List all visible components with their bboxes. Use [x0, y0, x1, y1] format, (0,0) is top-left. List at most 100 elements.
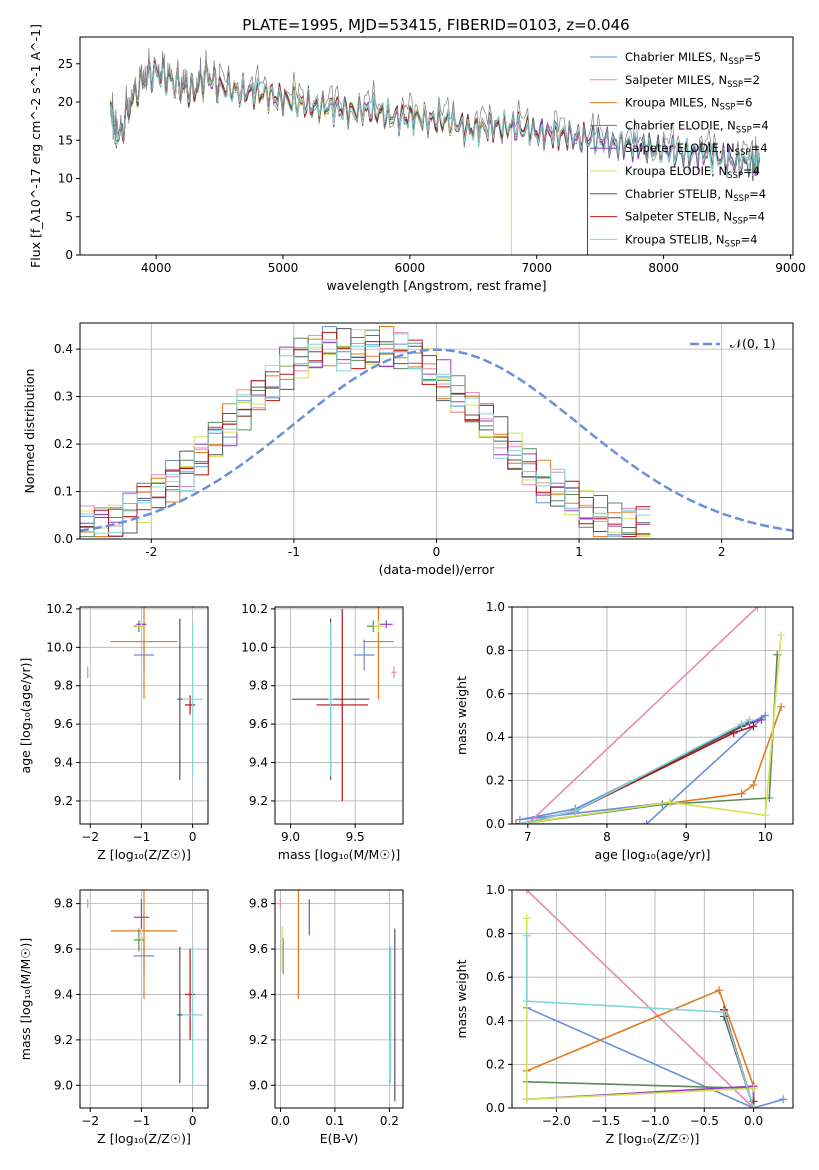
mass-vs-ebv-panel: 0.0 0.1 0.2 9.0 9.2 9.4 9.6 9.8 E(B-V) [249, 889, 404, 1146]
x-tick-label: 1 [575, 545, 583, 559]
mass-weight-line [527, 607, 758, 824]
x-tick-label: 7 [524, 830, 532, 844]
legend-count: =4 [752, 118, 769, 132]
x-tick-label: 9.0 [281, 830, 300, 844]
y-tick-label: 0.8 [486, 927, 505, 941]
x-tick-label: −1 [133, 1114, 151, 1128]
mass-weight-marker [729, 728, 738, 737]
y-tick-label: 0.6 [486, 687, 505, 701]
axes-frame [274, 606, 404, 825]
mass-weight-line [526, 1006, 784, 1108]
x-axis-label: Z [log₁₀(Z/Z☉)] [97, 847, 191, 862]
y-tick-label: 0.1 [54, 485, 73, 499]
x-tick-label: 0 [189, 830, 197, 844]
mass-weight-marker [777, 702, 786, 711]
legend-count: =4 [749, 187, 766, 201]
y-tick-label: 9.8 [249, 897, 268, 911]
x-tick-label: 5000 [268, 261, 299, 275]
x-tick-label: 2 [718, 545, 726, 559]
y-tick-label: 10.0 [46, 640, 73, 654]
y-tick-label: 0.2 [486, 1057, 505, 1071]
x-tick-label: 0 [433, 545, 441, 559]
legend-label: Chabrier ELODIE, NSSP=4 [625, 118, 769, 135]
mass-weight-marker [757, 715, 766, 724]
legend-subscript: SSP [727, 171, 743, 181]
histogram-step [80, 333, 651, 537]
axes-frame [511, 889, 794, 1109]
legend-subscript: SSP [733, 194, 749, 204]
y-tick-label: 0.3 [54, 390, 73, 404]
x-tick-label: −0.5 [690, 1114, 719, 1128]
mass-weight-marker [761, 711, 770, 720]
mass-weight-vs-age-panel: 7 8 9 10 0.0 0.2 0.4 0.6 0.8 1.0 age [log₁₀(age/yr… [454, 600, 794, 862]
y-tick-label: 10.2 [241, 602, 268, 616]
x-axis-label: Z [log₁₀(Z/Z☉)] [97, 1131, 191, 1146]
mass-weight-marker [515, 820, 524, 824]
mass-weight-marker [666, 798, 675, 807]
y-tick-label: 0.8 [486, 643, 505, 657]
y-tick-label: 9.2 [249, 794, 268, 808]
mass-weight-marker [522, 1095, 531, 1104]
y-tick-label: 9.8 [54, 679, 73, 693]
mass-weight-marker [719, 1008, 728, 1017]
legend-label: Salpeter ELODIE, NSSP=4 [625, 141, 768, 158]
mass-vs-z-panel: −2 −1 0 9.0 9.2 9.4 9.6 9.8 Z [log₁₀(Z/Z☉)] mass … [18, 889, 209, 1146]
spectrum-panel: 4000 5000 6000 7000 8000 9000 0 5 10 15 20 25 wavele… [28, 24, 806, 293]
y-tick-label: 9.2 [249, 1033, 268, 1047]
y-tick-label: 10.0 [241, 640, 268, 654]
mass-weight-marker [522, 931, 531, 940]
y-tick-label: 9.4 [249, 987, 268, 1001]
y-tick-label: 9.8 [54, 897, 73, 911]
mass-weight-line [519, 635, 782, 824]
legend-label: Salpeter STELIB, NSSP=4 [625, 210, 765, 227]
x-axis-label: E(B-V) [320, 1131, 359, 1146]
mass-weight-marker [749, 722, 758, 731]
legend-count: =5 [744, 50, 761, 64]
x-axis-label: (data-model)/error [379, 562, 496, 577]
x-axis-label: wavelength [Angstrom, rest frame] [326, 278, 546, 293]
age-vs-z-panel: −2 −1 0 9.2 9.4 9.6 9.8 10.0 10.2 Z [log₁₀(Z/Z☉)]… [18, 602, 209, 862]
model-spectrum-line [109, 58, 512, 255]
y-tick-label: 9.0 [54, 1078, 73, 1092]
y-tick-label: 0.6 [486, 970, 505, 984]
y-tick-label: 9.6 [54, 717, 73, 731]
age-vs-mass-panel: 9.0 9.5 9.2 9.4 9.6 9.8 10.0 10.2 mass [log₁₀(M/… [241, 602, 404, 862]
legend-count: =2 [743, 73, 760, 87]
legend-label: Kroupa STELIB, NSSP=4 [625, 232, 757, 249]
legend-subscript: SSP [720, 103, 736, 113]
legend-label: Kroupa ELODIE, NSSP=4 [625, 164, 760, 181]
y-tick-label: 10.2 [46, 602, 73, 616]
y-tick-label: 0.0 [486, 817, 505, 831]
x-axis-label: Z [log₁₀(Z/Z☉)] [606, 1131, 700, 1146]
y-axis-label: mass [log₁₀(M/M☉)] [18, 938, 33, 1060]
y-tick-label: 9.6 [249, 717, 268, 731]
legend-count: =4 [748, 210, 765, 224]
mass-weight-marker [777, 631, 786, 640]
legend-subscript: SSP [727, 80, 743, 90]
axes-frame [79, 322, 794, 540]
axes-frame [79, 889, 209, 1109]
legend-subscript: SSP [736, 125, 752, 135]
axes-frame [79, 36, 794, 256]
x-tick-label: 0.1 [325, 1114, 344, 1128]
y-axis-label: mass weight [454, 959, 469, 1038]
y-tick-label: 9.2 [54, 794, 73, 808]
axes-frame [79, 606, 209, 825]
mass-weight-line [526, 935, 755, 1108]
y-tick-label: 9.0 [249, 1078, 268, 1092]
y-tick-label: 25 [58, 57, 73, 71]
mass-weight-marker [761, 811, 770, 820]
histogram-step [80, 331, 651, 538]
y-tick-label: 9.2 [54, 1033, 73, 1047]
x-tick-label: 9.5 [346, 830, 365, 844]
x-tick-label: 10 [758, 830, 773, 844]
legend-subscript: SSP [735, 148, 751, 158]
mass-weight-marker [737, 789, 746, 798]
x-tick-label: 0.0 [744, 1114, 763, 1128]
mass-weight-marker [642, 820, 651, 824]
mass-weight-marker [512, 820, 520, 824]
mass-weight-marker [571, 806, 580, 815]
x-tick-label: −2 [81, 830, 99, 844]
y-tick-label: 1.0 [486, 883, 505, 897]
y-tick-label: 0.2 [486, 774, 505, 788]
